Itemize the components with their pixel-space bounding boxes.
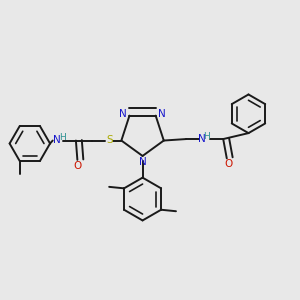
Text: O: O xyxy=(224,159,232,169)
Text: N: N xyxy=(139,157,146,167)
Text: N: N xyxy=(198,134,206,144)
Text: N: N xyxy=(119,109,127,119)
Text: H: H xyxy=(203,132,210,141)
Text: H: H xyxy=(59,133,66,142)
Text: N: N xyxy=(53,135,60,145)
Text: S: S xyxy=(106,135,113,145)
Text: O: O xyxy=(73,161,82,171)
Text: N: N xyxy=(158,109,166,119)
